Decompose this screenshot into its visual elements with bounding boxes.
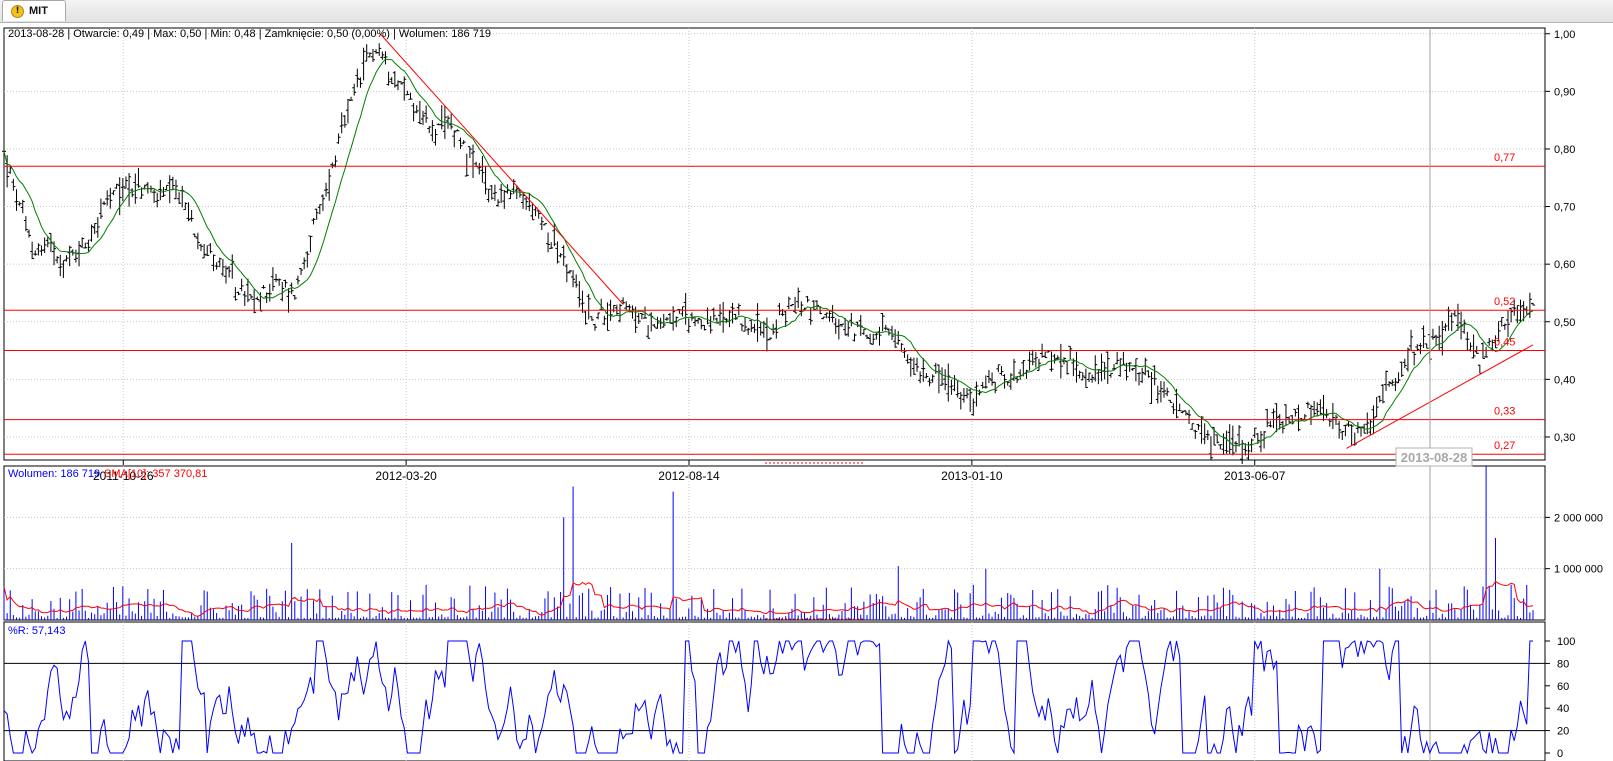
date-tick-label: 2013-01-10 [941,469,1003,483]
williams-r-label: %R: 57,143 [8,625,65,637]
date-tick-label: 2012-08-14 [658,469,720,483]
date-tick-label: 2012-03-20 [375,469,437,483]
cursor-date-label: 2013-08-28 [1401,450,1468,465]
price-panel [3,27,1546,461]
price-tick-label: 0,40 [1554,374,1575,386]
price-tick-label: 1,00 [1554,29,1575,41]
volume-sma-line [3,580,1534,617]
moving-average-line [3,58,1534,447]
price-tick-label: 0,70 [1554,202,1575,214]
stock-chart: 0,77 0,52 0,45 0,33 0,27 1,00 0,90 0,80 0,70 0,6… [2,27,1603,761]
date-tick-label: 2013-06-07 [1224,469,1286,483]
price-tick-label: 0,80 [1554,144,1575,156]
support-line-label: 0,45 [1494,337,1515,349]
volume-tick-label: 1 000 000 [1554,564,1603,576]
price-info-text: 2013-08-28 | Otwarcie: 0,49 | Max: 0,50 … [8,28,491,40]
trend-line [1346,344,1534,449]
wr-tick-label: 20 [1557,726,1569,738]
price-tick-label: 0,50 [1554,317,1575,329]
volume-panel [3,465,1546,621]
volume-label: Wolumen: 186 719 [8,468,100,480]
price-tick-label: 0,30 [1554,432,1575,444]
wr-tick-label: 80 [1557,658,1569,670]
cursor-date-box [1395,447,1473,467]
date-tick-label: 2011-10-26 [93,469,154,483]
price-tick-label: 0,90 [1554,86,1575,98]
wr-tick-label: 100 [1557,636,1575,648]
price-tick-label: 0,60 [1554,259,1575,271]
tab-label: MIT [29,5,48,17]
tab-mit[interactable]: ! MIT [2,0,66,21]
volume-tick-label: 2 000 000 [1554,512,1603,524]
trend-line [379,33,624,305]
support-line-label: 0,33 [1494,406,1515,418]
volume-sma-label: SMA[10]: 357 370,81 [104,468,207,480]
support-line-label: 0,77 [1494,152,1515,164]
wr-tick-label: 0 [1557,748,1563,760]
warning-icon: ! [11,4,24,18]
williams-r-line [3,639,1533,755]
support-line-label: 0,27 [1494,440,1515,452]
wr-tick-label: 60 [1557,681,1569,693]
williams-r-panel [3,621,1546,761]
wr-tick-label: 40 [1557,703,1569,715]
support-line-label: 0,52 [1494,296,1515,308]
tab-bar: ! MIT [0,0,1613,23]
